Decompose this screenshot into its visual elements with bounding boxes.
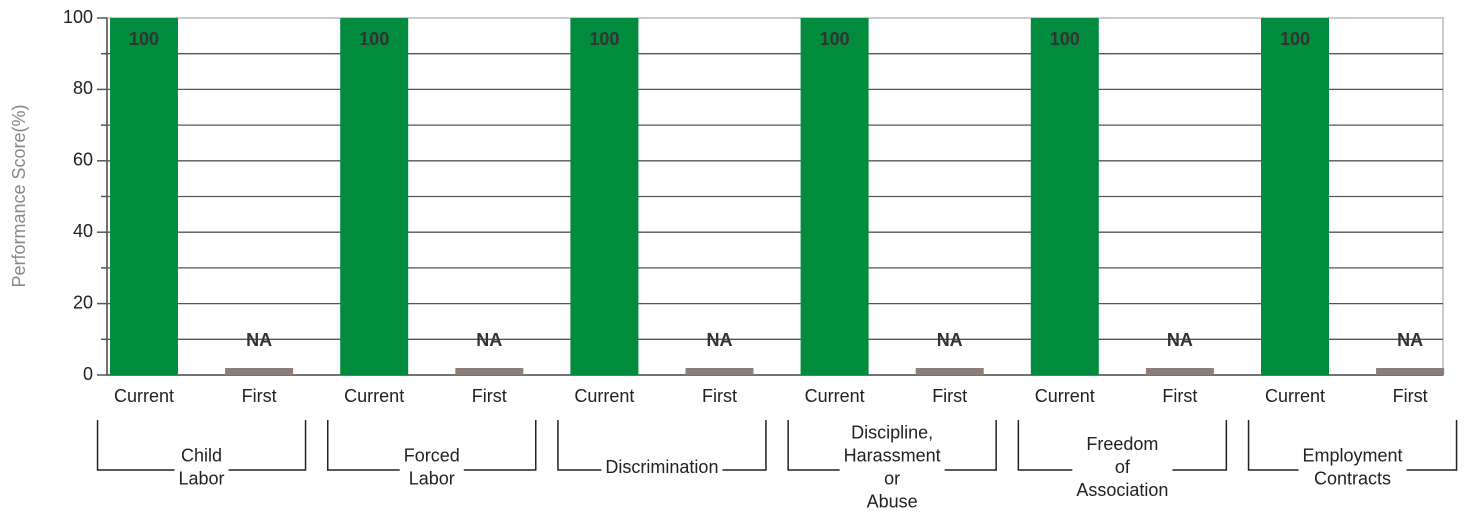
group-bracket: [327, 420, 400, 471]
bar: [800, 18, 869, 375]
value-label: 100: [1280, 29, 1310, 49]
x-tick-label: Current: [805, 386, 865, 406]
value-label: 100: [820, 29, 850, 49]
x-tick-label: Current: [1035, 386, 1095, 406]
value-label: NA: [1167, 330, 1193, 350]
y-tick-label: 80: [73, 78, 93, 98]
x-tick-label: First: [242, 386, 277, 406]
group-label: Abuse: [867, 491, 918, 511]
value-label: 100: [359, 29, 389, 49]
x-tick-label: Current: [574, 386, 634, 406]
group-bracket: [944, 420, 997, 471]
bar: [1030, 18, 1099, 375]
group-bracket: [463, 420, 537, 471]
group-bracket: [557, 420, 602, 471]
group-bracket: [722, 420, 767, 471]
group-bracket: [228, 420, 307, 471]
bar: [455, 368, 524, 375]
x-tick-label: First: [1162, 386, 1197, 406]
group-label: Discrimination: [605, 457, 718, 477]
value-label: NA: [937, 330, 963, 350]
bar: [340, 18, 409, 375]
group-label: Labor: [409, 468, 455, 488]
group-bracket: [1406, 420, 1458, 471]
x-tick-label: Current: [114, 386, 174, 406]
group-label: Association: [1076, 480, 1168, 500]
group-label: Discipline,: [851, 422, 933, 442]
y-tick-label: 100: [63, 7, 93, 27]
group-label: Labor: [179, 468, 225, 488]
y-tick-label: 0: [83, 364, 93, 384]
value-label: 100: [589, 29, 619, 49]
group-label: Employment: [1303, 445, 1403, 465]
group-bracket: [787, 420, 840, 471]
group-bracket: [1247, 420, 1299, 471]
x-tick-label: Current: [1265, 386, 1325, 406]
group-bracket: [96, 420, 175, 471]
x-tick-label: First: [932, 386, 967, 406]
value-label: 100: [129, 29, 159, 49]
bar: [1145, 368, 1214, 375]
bar: [685, 368, 754, 375]
group-label: Freedom: [1086, 434, 1158, 454]
value-label: NA: [1397, 330, 1423, 350]
bar: [915, 368, 984, 375]
group-label: or: [884, 468, 900, 488]
value-label: NA: [246, 330, 272, 350]
bar: [1376, 368, 1445, 375]
group-label: Child: [181, 445, 222, 465]
y-axis-title: Performance Score(%): [9, 104, 29, 287]
bar: [225, 368, 294, 375]
x-tick-label: First: [702, 386, 737, 406]
x-tick-label: First: [1393, 386, 1428, 406]
x-tick-label: First: [472, 386, 507, 406]
x-tick-label: Current: [344, 386, 404, 406]
group-label: Forced: [404, 445, 460, 465]
bar: [1261, 18, 1329, 375]
bar: [570, 18, 639, 375]
value-label: NA: [707, 330, 733, 350]
group-label: of: [1115, 457, 1131, 477]
group-bracket: [1172, 420, 1228, 471]
value-label: 100: [1050, 29, 1080, 49]
y-tick-label: 40: [73, 221, 93, 241]
y-tick-label: 60: [73, 150, 93, 170]
value-label: NA: [476, 330, 502, 350]
group-label: Harassment: [844, 445, 941, 465]
group-bracket: [1017, 420, 1073, 471]
group-label: Contracts: [1314, 468, 1391, 488]
y-tick-label: 20: [73, 292, 93, 312]
bar: [110, 18, 178, 375]
